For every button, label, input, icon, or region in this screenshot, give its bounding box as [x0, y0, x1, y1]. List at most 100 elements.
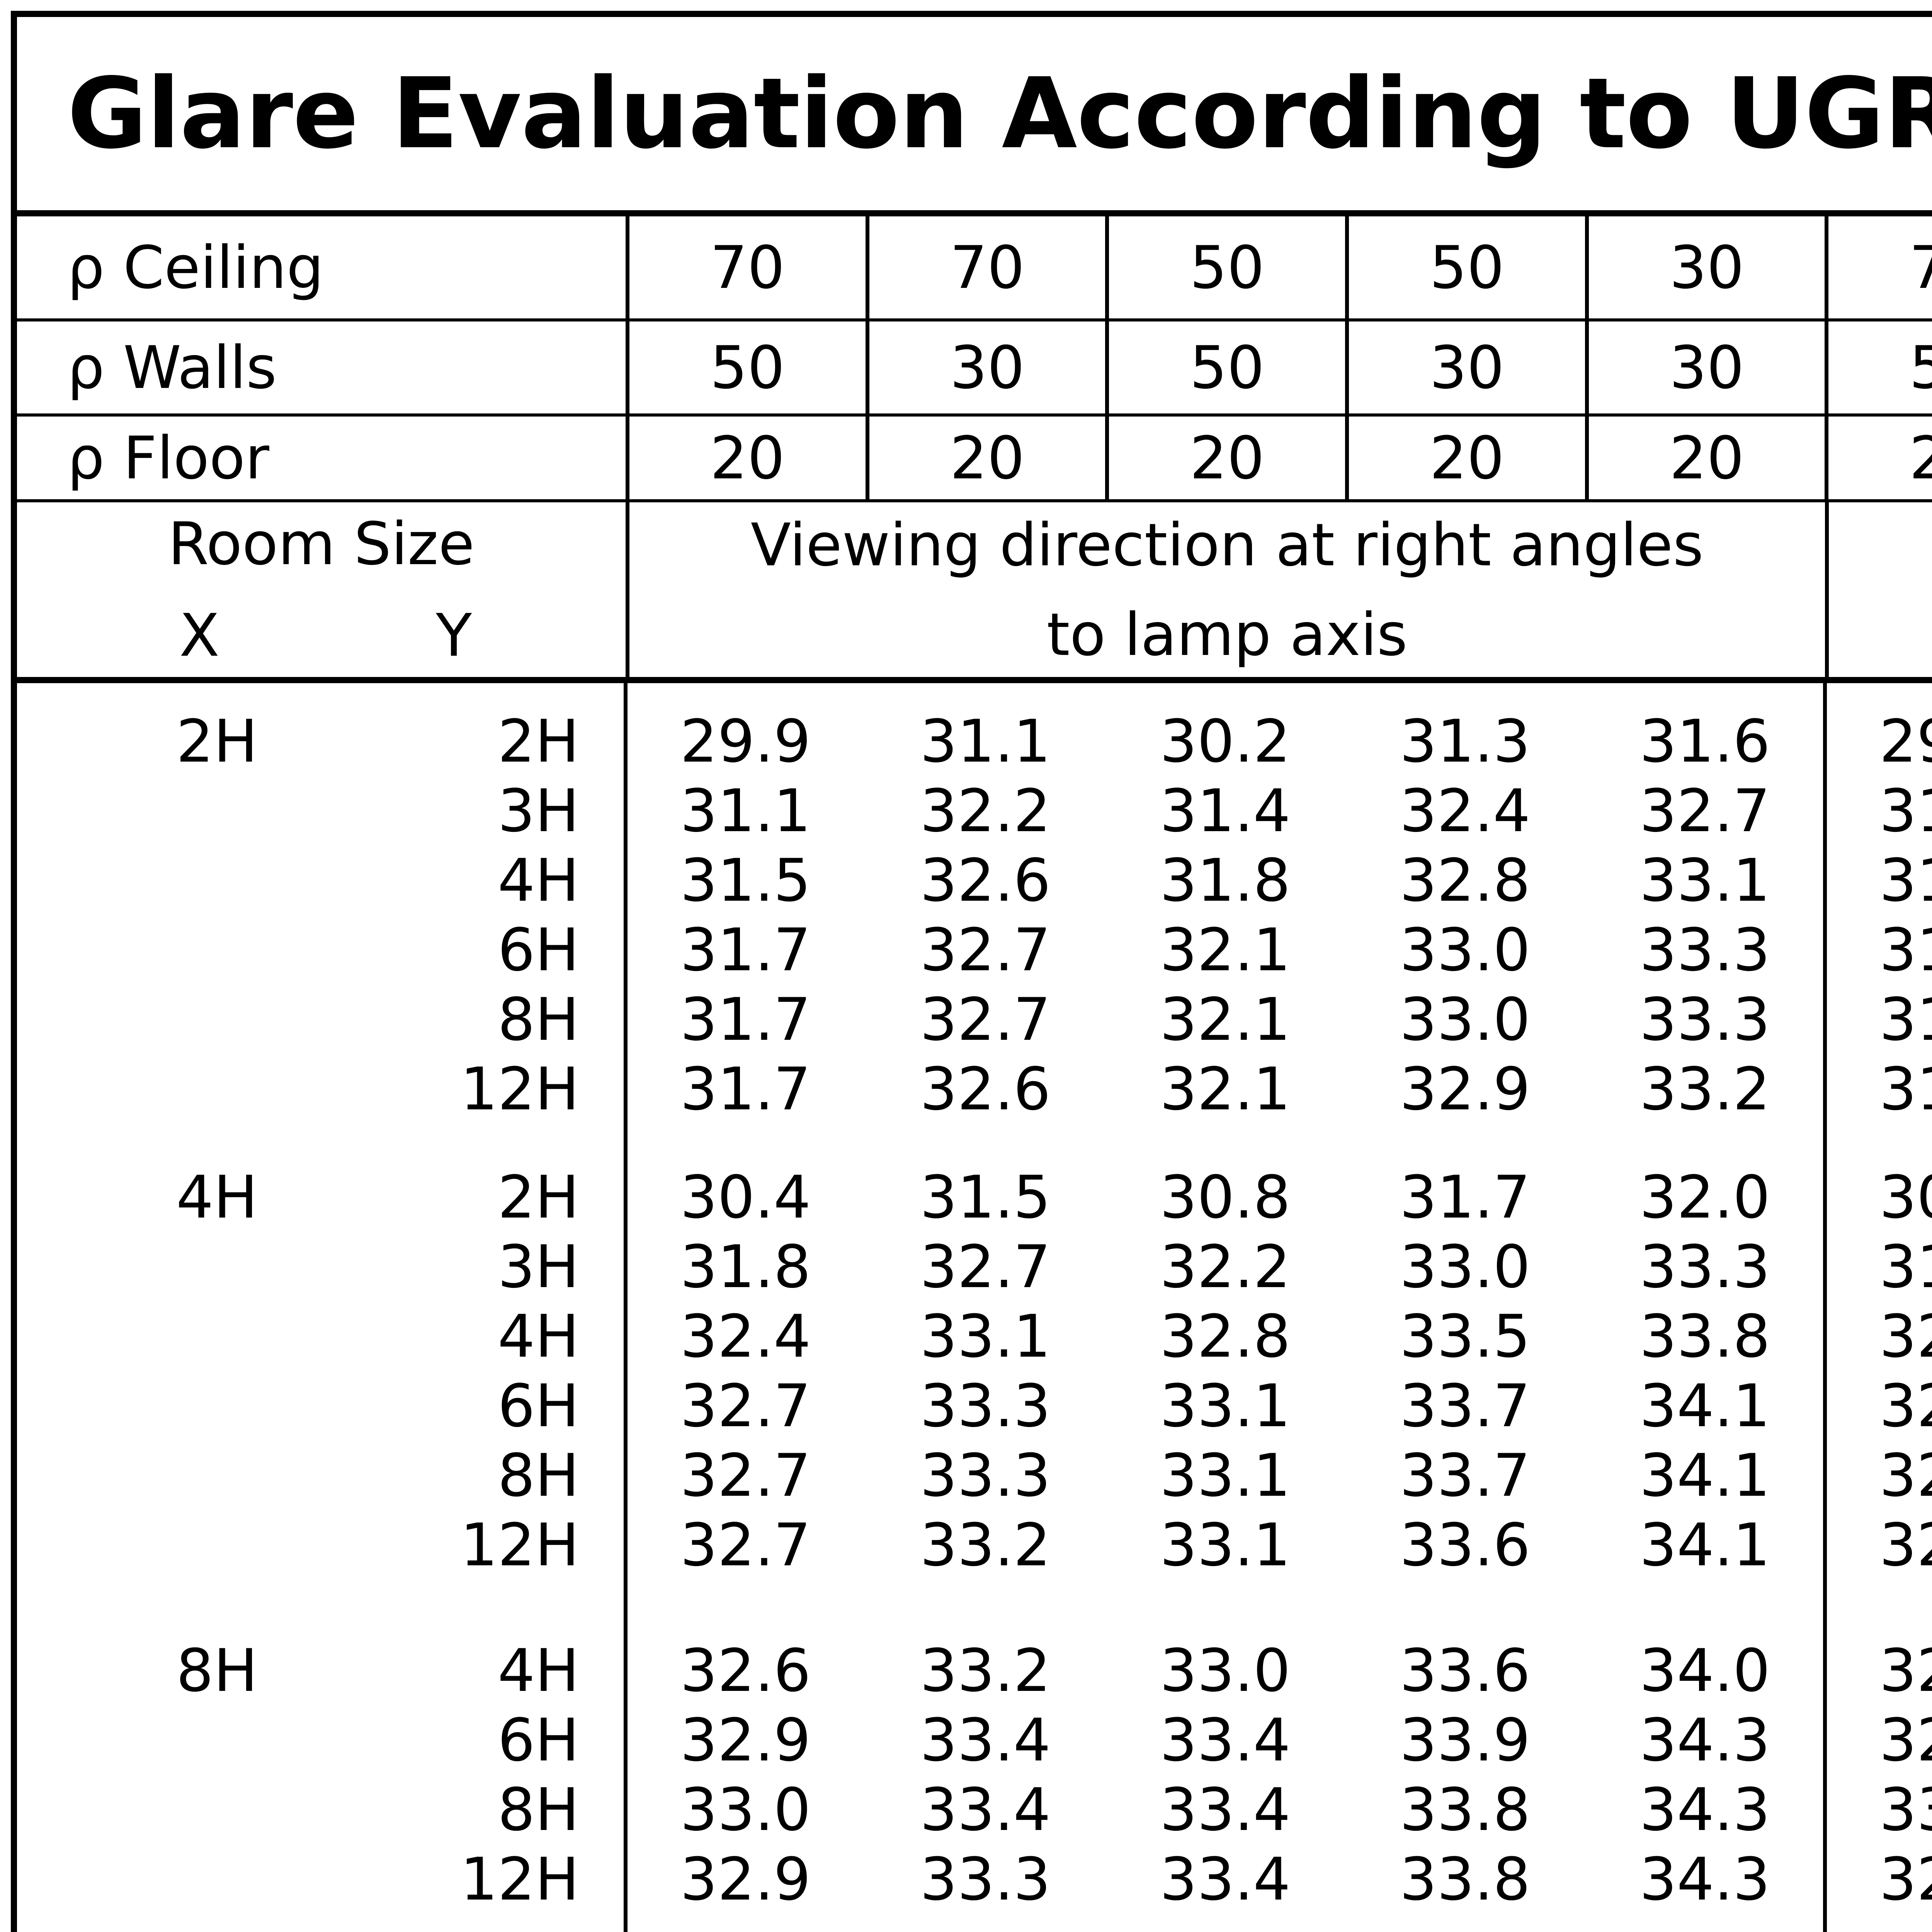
ugr-glare-table: Glare Evaluation According to UGR ρ Ceil… [11, 11, 1932, 1932]
data-row: 12H32.733.233.133.634.132.733.233.133.63… [17, 1510, 1932, 1580]
ugr-value: 33.1 [1639, 846, 1770, 915]
reflectance-row: ρ Walls50305030305030503030 [17, 321, 1932, 417]
room-size-axes: X Y [17, 601, 626, 670]
reflectance-row: ρ Ceiling70705050307070505030 [17, 216, 1932, 321]
reflectance-value: 70 [626, 216, 866, 318]
reflectance-value: 50 [1105, 216, 1345, 318]
reflectance-row-label: ρ Walls [67, 333, 277, 402]
ugr-value: 32.1 [1160, 1054, 1291, 1123]
ugr-value: 33.8 [1400, 1775, 1531, 1844]
room-x-label: 2H [176, 707, 258, 776]
reflectance-value: 20 [1825, 417, 1932, 499]
reflectance-header: ρ Ceiling70705050307070505030ρ Walls5030… [17, 216, 1932, 502]
ugr-value: 31.4 [1160, 776, 1291, 845]
ugr-value: 32.9 [1400, 1054, 1531, 1123]
group-header-line: to lamp axis [1046, 600, 1408, 669]
ugr-value: 32.4 [1400, 776, 1531, 845]
ugr-value: 33.1 [1160, 1510, 1291, 1579]
room-size-block: 2H2H29.931.130.231.331.629.931.130.231.3… [17, 706, 1932, 1124]
ugr-value: 32.7 [1879, 1510, 1932, 1579]
group-column-divider [1823, 683, 1827, 1932]
reflectance-value: 30 [865, 321, 1105, 413]
y-axis-label: Y [436, 601, 472, 670]
ugr-value: 33.6 [1400, 1636, 1531, 1705]
ugr-value: 33.2 [920, 1510, 1051, 1579]
ugr-value: 31.5 [920, 1163, 1051, 1231]
ugr-value: 31.5 [1879, 846, 1932, 915]
ugr-value: 33.4 [920, 1775, 1051, 1844]
room-y-label: 6H [497, 1371, 579, 1440]
room-y-label: 12H [460, 1510, 579, 1579]
ugr-value: 33.1 [1160, 1371, 1291, 1440]
ugr-value: 33.0 [1400, 1232, 1531, 1301]
group-header-line: Viewing direction at right angles [750, 510, 1704, 579]
ugr-value: 34.1 [1639, 1371, 1770, 1440]
reflectance-value: 20 [1345, 417, 1585, 499]
room-size-block: 4H2H30.431.530.831.732.030.431.530.831.7… [17, 1162, 1932, 1580]
reflectance-value: 30 [1345, 321, 1585, 413]
reflectance-value: 70 [1825, 216, 1932, 318]
reflectance-value: 50 [1825, 321, 1932, 413]
ugr-value: 33.0 [680, 1775, 811, 1844]
ugr-value: 31.7 [1879, 1054, 1932, 1123]
ugr-value: 32.1 [1160, 915, 1291, 984]
ugr-value: 34.0 [1639, 1636, 1770, 1705]
ugr-value: 30.8 [1160, 1163, 1291, 1231]
room-y-label: 4H [497, 1302, 579, 1371]
label-column-divider [624, 683, 628, 1932]
reflectance-value: 50 [1345, 216, 1585, 318]
room-size-header: Room Size X Y [17, 502, 626, 677]
ugr-value: 32.9 [680, 1706, 811, 1774]
ugr-value: 33.2 [920, 1636, 1051, 1705]
ugr-value: 34.1 [1639, 1441, 1770, 1510]
ugr-value: 34.3 [1639, 1845, 1770, 1913]
room-y-label: 12H [460, 1054, 579, 1123]
ugr-value: 32.7 [1639, 776, 1770, 845]
ugr-value: 32.8 [1160, 1302, 1291, 1371]
room-y-label: 2H [497, 1163, 579, 1231]
ugr-value: 32.2 [1160, 1232, 1291, 1301]
ugr-value: 31.8 [680, 1232, 811, 1301]
ugr-value: 33.4 [920, 1706, 1051, 1774]
ugr-value: 32.2 [920, 776, 1051, 845]
ugr-value: 32.4 [680, 1302, 811, 1371]
ugr-value: 33.3 [1639, 915, 1770, 984]
ugr-value: 33.1 [920, 1302, 1051, 1371]
ugr-value: 33.3 [920, 1371, 1051, 1440]
ugr-value: 31.7 [680, 915, 811, 984]
data-row: 8H4H32.633.233.033.634.032.633.233.033.6… [17, 1636, 1932, 1705]
room-size-title: Room Size [168, 510, 475, 578]
room-y-label: 8H [497, 1775, 579, 1844]
data-row: 4H2H30.431.530.831.732.030.431.530.831.7… [17, 1162, 1932, 1232]
reflectance-row: ρ Floor20202020202020202020 [17, 417, 1932, 502]
ugr-value: 31.1 [680, 776, 811, 845]
ugr-value: 33.4 [1160, 1706, 1291, 1774]
room-y-label: 6H [497, 1706, 579, 1774]
ugr-value: 31.8 [1879, 1232, 1932, 1301]
ugr-value: 32.0 [1639, 1163, 1770, 1231]
ugr-value: 32.6 [920, 846, 1051, 915]
data-row: 8H33.033.433.433.834.333.033.433.433.834… [17, 1775, 1932, 1844]
ugr-value: 33.6 [1400, 1510, 1531, 1579]
ugr-value: 33.0 [1400, 915, 1531, 984]
ugr-value: 32.6 [1879, 1636, 1932, 1705]
ugr-value: 31.8 [1160, 846, 1291, 915]
ugr-value: 32.9 [1879, 1845, 1932, 1913]
ugr-value: 33.0 [1879, 1775, 1932, 1844]
ugr-value: 32.1 [1160, 985, 1291, 1054]
reflectance-value: 50 [626, 321, 866, 413]
reflectance-row-label: ρ Floor [67, 423, 269, 492]
ugr-value: 31.6 [1639, 707, 1770, 776]
room-y-label: 3H [497, 1232, 579, 1301]
data-row: 6H32.933.433.433.934.332.933.433.433.934… [17, 1705, 1932, 1775]
ugr-value: 32.7 [680, 1441, 811, 1510]
ugr-value: 33.3 [920, 1441, 1051, 1510]
room-y-label: 8H [497, 985, 579, 1054]
ugr-value: 31.7 [680, 985, 811, 1054]
data-row: 3H31.132.231.432.432.731.132.231.432.432… [17, 776, 1932, 845]
ugr-value: 33.8 [1400, 1845, 1531, 1913]
ugr-value: 31.3 [1400, 707, 1531, 776]
reflectance-value: 70 [865, 216, 1105, 318]
ugr-value: 31.7 [1879, 985, 1932, 1054]
viewing-direction-right-angles-header: Viewing direction at right angles to lam… [626, 502, 1825, 677]
